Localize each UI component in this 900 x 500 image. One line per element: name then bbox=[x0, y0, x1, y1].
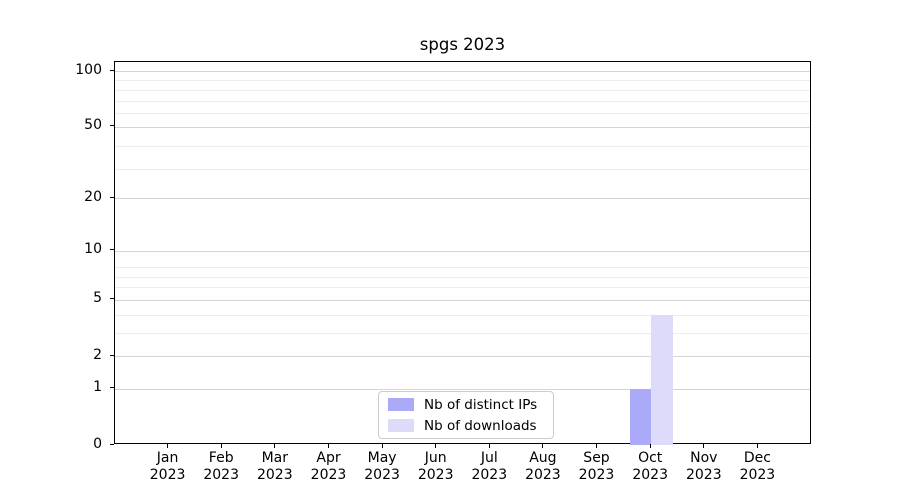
gridline-minor bbox=[115, 113, 810, 115]
y-tick-mark bbox=[110, 69, 114, 71]
y-tick-mark bbox=[110, 196, 114, 198]
x-tick-mark bbox=[596, 444, 597, 448]
x-tick-label: Feb 2023 bbox=[203, 450, 240, 483]
x-tick-label: Jun 2023 bbox=[417, 450, 454, 483]
gridline-minor bbox=[115, 80, 810, 82]
gridline-minor bbox=[115, 267, 810, 268]
gridline-major bbox=[115, 71, 810, 73]
x-tick-mark bbox=[274, 444, 276, 448]
y-tick-label: 50 bbox=[84, 117, 102, 133]
gridline-minor bbox=[115, 169, 810, 171]
x-tick-label: Apr 2023 bbox=[310, 450, 347, 483]
legend-label-downloads: Nb of downloads bbox=[424, 417, 537, 434]
gridline-minor bbox=[115, 90, 810, 91]
x-tick-label: Oct 2023 bbox=[632, 450, 669, 483]
y-tick-label: 1 bbox=[93, 379, 102, 396]
y-tick-mark bbox=[110, 298, 114, 300]
gridline-minor bbox=[115, 332, 810, 334]
gridline-major bbox=[115, 126, 810, 128]
x-tick-mark bbox=[649, 444, 651, 448]
y-tick-label: 0 bbox=[93, 435, 102, 452]
x-tick-label: Jul 2023 bbox=[471, 450, 508, 483]
x-tick-mark bbox=[167, 444, 169, 448]
legend-item-distinct-ips: Nb of distinct IPs bbox=[388, 394, 544, 415]
gridline-minor bbox=[115, 314, 810, 316]
plot-area bbox=[114, 61, 811, 445]
gridline-major bbox=[115, 299, 810, 301]
gridline-minor bbox=[115, 287, 810, 289]
gridline-major bbox=[115, 388, 810, 390]
legend-swatch-distinct-ips bbox=[388, 398, 414, 411]
x-tick-label: May 2023 bbox=[364, 450, 400, 483]
legend-item-downloads: Nb of downloads bbox=[388, 415, 544, 436]
x-tick-label: Dec 2023 bbox=[739, 450, 776, 483]
x-tick-label: Jan 2023 bbox=[149, 450, 186, 483]
gridline-major bbox=[115, 356, 810, 357]
y-tick-label: 100 bbox=[75, 61, 102, 78]
x-tick-label: Nov 2023 bbox=[685, 450, 722, 483]
y-tick-mark bbox=[110, 387, 114, 389]
gridline-major bbox=[115, 198, 810, 200]
x-tick-mark bbox=[488, 444, 490, 448]
x-tick-mark bbox=[220, 444, 222, 448]
y-tick-mark bbox=[110, 249, 114, 251]
x-tick-mark bbox=[703, 444, 705, 448]
gridline-minor bbox=[115, 146, 810, 148]
x-tick-mark bbox=[328, 444, 329, 448]
x-tick-mark bbox=[381, 444, 383, 448]
chart-title: spgs 2023 bbox=[419, 35, 506, 54]
gridline-major bbox=[115, 250, 810, 252]
y-tick-label: 2 bbox=[93, 346, 102, 363]
legend-label-distinct-ips: Nb of distinct IPs bbox=[424, 396, 538, 413]
gridline-minor bbox=[115, 276, 810, 278]
y-tick-label: 5 bbox=[93, 290, 102, 307]
y-tick-mark bbox=[110, 443, 114, 445]
x-tick-label: Aug 2023 bbox=[525, 450, 561, 483]
x-tick-label: Mar 2023 bbox=[256, 450, 293, 483]
y-tick-mark bbox=[110, 125, 114, 126]
x-tick-label: Sep 2023 bbox=[578, 450, 615, 483]
y-tick-label: 10 bbox=[84, 241, 102, 258]
bar-downloads-oct bbox=[651, 314, 673, 445]
y-tick-label: 20 bbox=[84, 188, 102, 205]
legend-swatch-downloads bbox=[388, 419, 414, 432]
x-tick-mark bbox=[542, 444, 544, 448]
legend: Nb of distinct IPs Nb of downloads bbox=[378, 391, 554, 439]
gridline-minor bbox=[115, 100, 810, 102]
x-tick-mark bbox=[756, 444, 758, 448]
y-tick-mark bbox=[110, 354, 114, 356]
bar-distinct-ips-oct bbox=[629, 388, 652, 445]
x-tick-mark bbox=[435, 444, 437, 448]
